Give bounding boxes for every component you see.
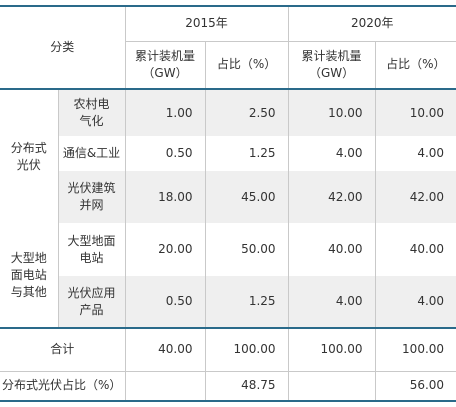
row-label: 农村电 气化 <box>57 89 126 136</box>
cell-value: 0.50 <box>124 276 206 328</box>
cell-value: 1.25 <box>204 136 289 171</box>
cell-value: 0.50 <box>124 136 206 171</box>
group-label: 分布式 光伏 <box>10 140 47 172</box>
row-label: 光伏应用 产品 <box>57 276 126 328</box>
cell-value: 50.00 <box>204 223 289 276</box>
cell-value: 1.25 <box>204 276 289 328</box>
share-label: 分布式光伏占比（%） <box>2 378 122 393</box>
cell-value: 4.00 <box>287 136 376 171</box>
table-row: 光伏应用 产品 0.50 1.25 4.00 4.00 <box>0 276 456 328</box>
row-label: 大型地面 电站 <box>57 223 126 276</box>
cell-value: 4.00 <box>374 136 456 171</box>
cell-value: 4.00 <box>374 276 456 328</box>
column-header: 占比（%） <box>204 41 289 89</box>
cell-value: 10.00 <box>287 89 376 136</box>
total-value: 100.00 <box>204 328 289 371</box>
cell-value: 45.00 <box>204 171 289 223</box>
total-value: 40.00 <box>124 328 206 371</box>
group-label: 大型地 面电站 与其他 <box>10 250 47 299</box>
total-value: 100.00 <box>374 328 456 371</box>
table-row: 光伏建筑 并网 18.00 45.00 42.00 42.00 <box>0 171 456 223</box>
row-label: 通信&工业 <box>57 136 126 171</box>
data-table: 分类 2015年 2020年 累计装机量（GW） 占比（%） 累计装机量（GW） 占比… <box>0 5 456 402</box>
cell-value: 42.00 <box>287 171 376 223</box>
column-header: 占比（%） <box>374 41 456 89</box>
year-header: 2020年 <box>287 6 456 42</box>
cell-value: 20.00 <box>124 223 206 276</box>
category-header: 分类 <box>0 6 126 90</box>
table-row: 分布式 光伏 农村电 气化 1.00 2.50 10.00 10.00 <box>0 89 456 172</box>
table-row: 通信&工业 0.50 1.25 4.00 4.00 <box>0 136 456 171</box>
cell-value: 10.00 <box>374 89 456 136</box>
cell-value: 1.00 <box>124 89 206 136</box>
share-value: 56.00 <box>374 371 456 401</box>
year-header: 2015年 <box>124 6 289 42</box>
total-row: 合计 40.00 100.00 100.00 100.00 <box>0 328 456 371</box>
cell-value: 42.00 <box>374 171 456 223</box>
cell-value: 2.50 <box>204 89 289 136</box>
cell-value: 4.00 <box>287 276 376 328</box>
column-header: 累计装机量（GW） <box>287 41 376 89</box>
cell-value: 40.00 <box>287 223 376 276</box>
cell-value: 40.00 <box>374 223 456 276</box>
total-label: 合计 <box>50 342 75 357</box>
row-label: 光伏建筑 并网 <box>57 171 126 223</box>
table-row: 大型地 面电站 与其他 大型地面 电站 20.00 50.00 40.00 40.00 <box>0 223 456 299</box>
column-header: 累计装机量（GW） <box>124 41 206 89</box>
share-value: 48.75 <box>204 371 289 401</box>
share-row: 分布式光伏占比（%） 48.75 56.00 <box>0 371 456 401</box>
total-value: 100.00 <box>287 328 376 371</box>
empty-cell <box>124 371 206 401</box>
empty-cell <box>287 371 376 401</box>
cell-value: 18.00 <box>124 171 206 223</box>
